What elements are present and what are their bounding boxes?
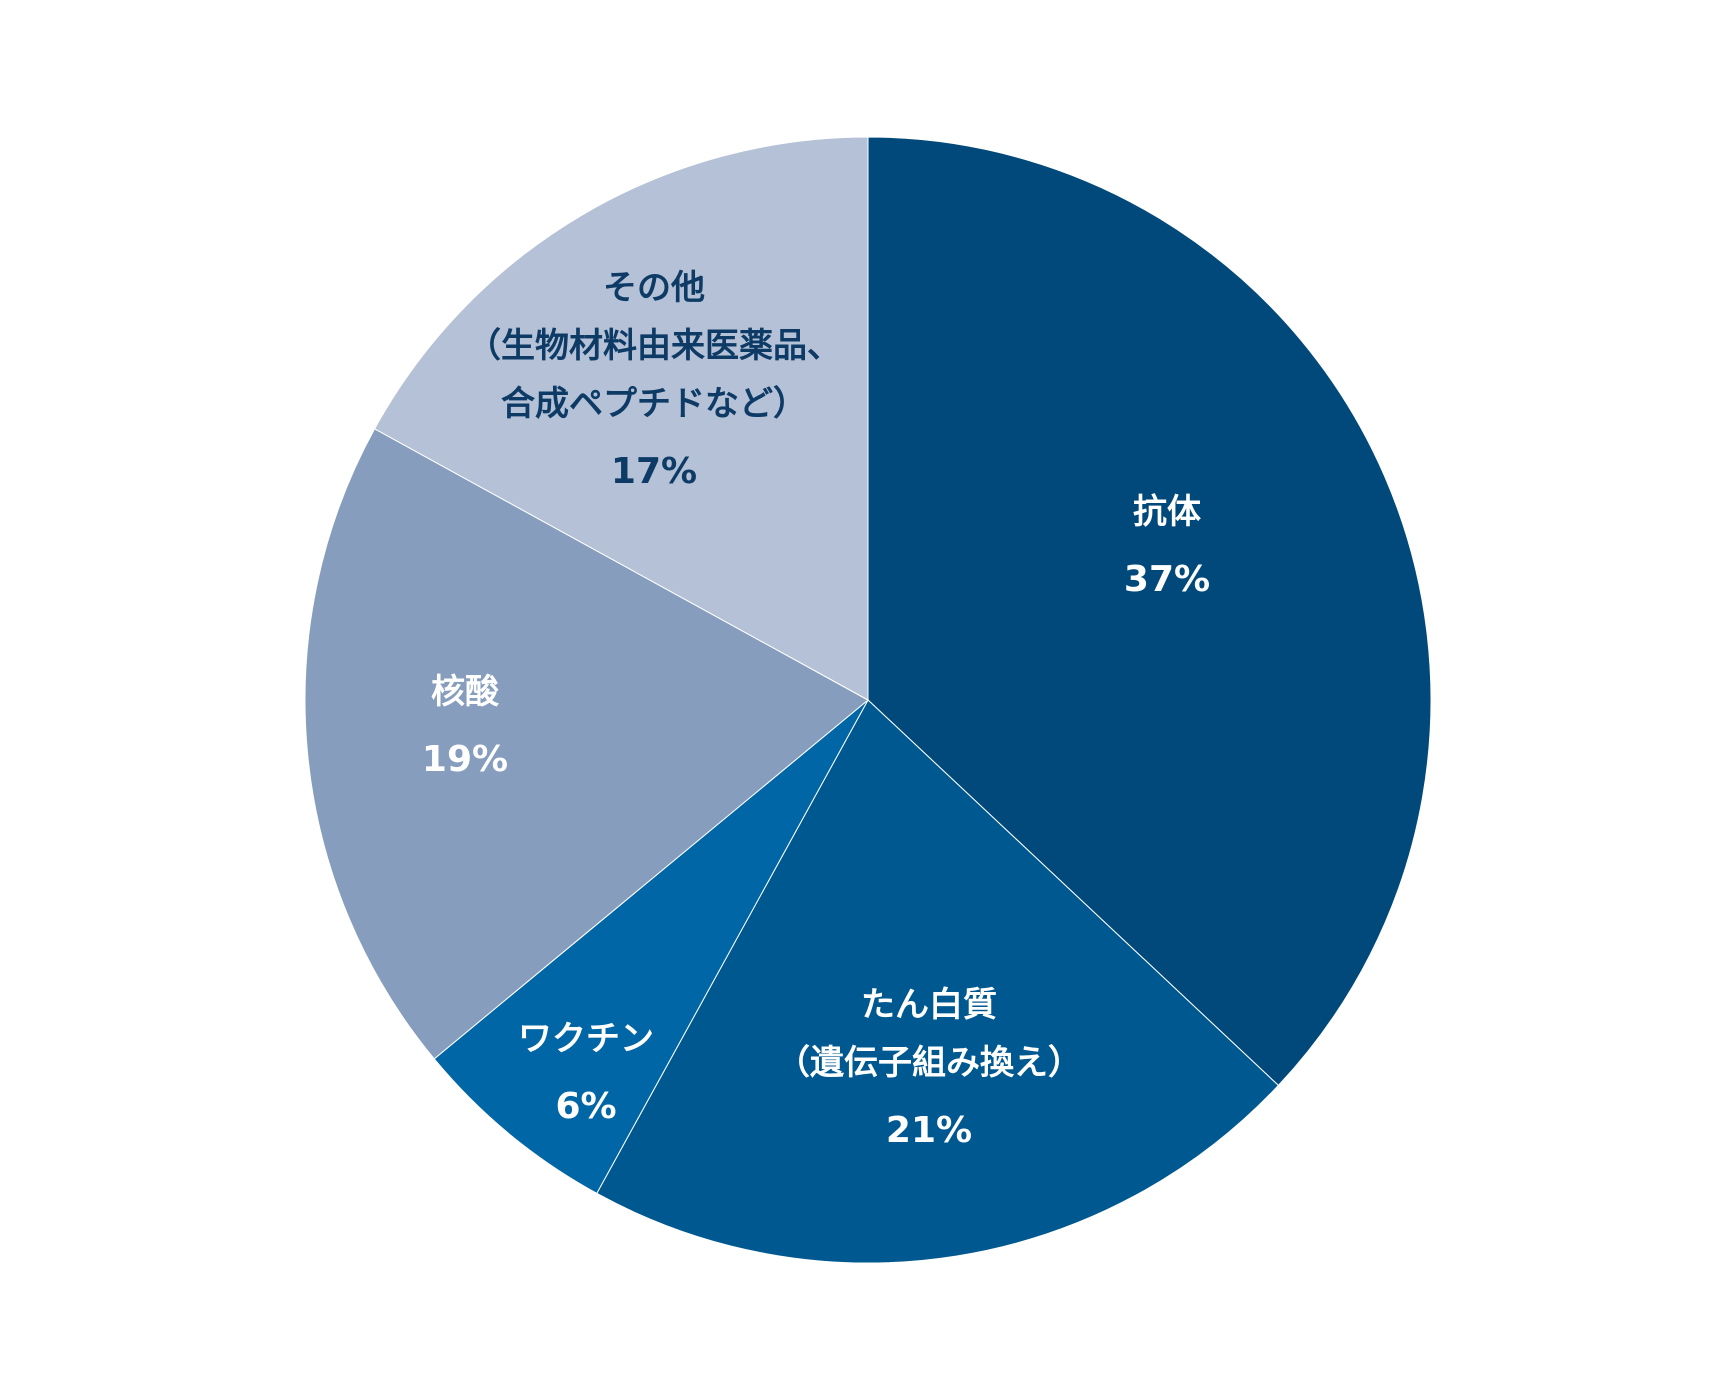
pie-slice bbox=[304, 428, 869, 1060]
slice-value-label: 37% bbox=[1124, 559, 1210, 600]
slice-name-label: たん白質 bbox=[861, 985, 997, 1025]
slice-value-label: 17% bbox=[611, 451, 697, 492]
slice-name-label: ワクチン bbox=[518, 1019, 654, 1059]
slice-name-label: その他 bbox=[603, 268, 705, 308]
pie-slice bbox=[867, 136, 1432, 1087]
slice-value-label: 19% bbox=[422, 739, 508, 780]
pie-slice bbox=[596, 699, 1280, 1264]
pie-slice bbox=[433, 699, 869, 1195]
slice-name-label: （生物材料由来医薬品、 bbox=[467, 326, 841, 366]
slice-name-label: 合成ペプチドなど） bbox=[501, 384, 807, 424]
pie-slice bbox=[373, 136, 869, 701]
slice-name-label: （遺伝子組み換え） bbox=[776, 1043, 1082, 1083]
slice-name-label: 抗体 bbox=[1133, 492, 1201, 532]
slice-value-label: 21% bbox=[886, 1110, 972, 1151]
slice-value-label: 6% bbox=[555, 1086, 616, 1127]
slice-name-label: 核酸 bbox=[431, 672, 500, 712]
